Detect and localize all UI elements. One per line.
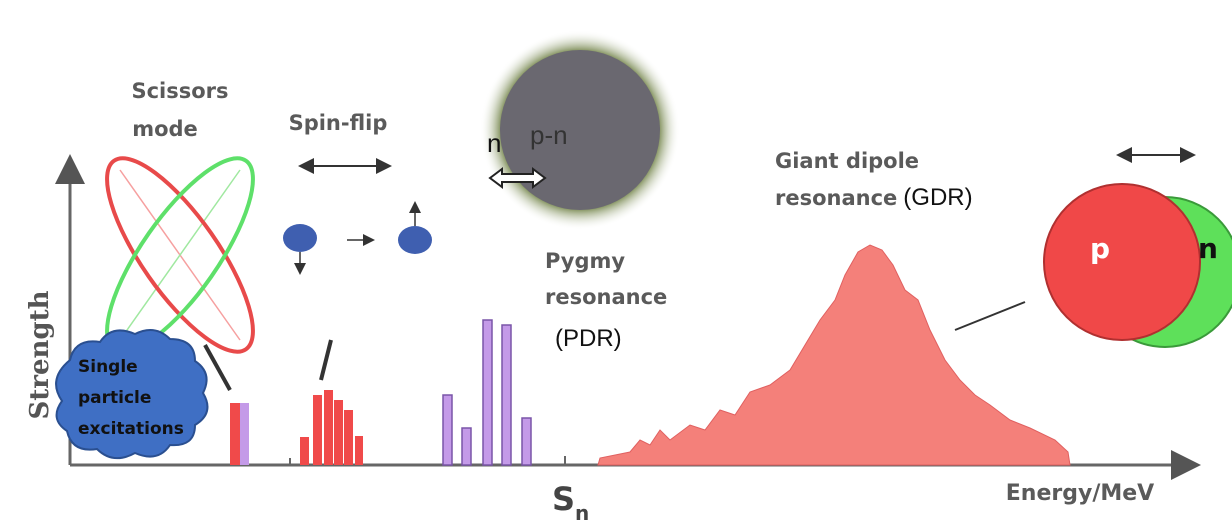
pygmy-bars: [442, 319, 532, 466]
cloud: [55, 329, 209, 460]
pointer: [319, 339, 333, 381]
symbol: S: [552, 480, 575, 518]
scissors-label: Scissors: [131, 79, 228, 103]
gdr-word: resonance: [775, 186, 897, 210]
single-particle-label: excitations: [78, 419, 184, 439]
neutron-label: n: [1198, 232, 1218, 265]
gdr-label: resonance (GDR): [775, 184, 973, 211]
proton-sphere: [1043, 183, 1201, 341]
proton-label: p: [1090, 232, 1110, 265]
nucleus: [500, 50, 660, 210]
single-particle-label: Single: [78, 357, 138, 377]
core-label: p-n: [530, 120, 568, 150]
pointer: [954, 301, 1026, 331]
subscript: n: [575, 501, 589, 525]
gdr-label: Giant dipole: [775, 149, 919, 173]
neutron-label: n: [487, 128, 501, 158]
spin-flip-bars: [300, 390, 363, 465]
pygmy-label: (PDR): [555, 325, 622, 352]
pointer: [203, 344, 232, 391]
oscillation-arrow: [488, 167, 547, 189]
scissors-label: mode: [132, 117, 198, 141]
single-particle-label: particle: [78, 388, 151, 408]
x-label: Energy/MeV: [1006, 481, 1154, 506]
pygmy-label: Pygmy: [545, 249, 625, 273]
single-particle-bars: [230, 403, 249, 465]
threshold: Sn: [552, 480, 589, 525]
gdr-peak: [597, 244, 1071, 466]
spin-flip-icons: [283, 158, 432, 275]
gdr-abbr: (GDR): [903, 184, 972, 211]
pygmy-label: resonance: [545, 285, 667, 309]
spin-flip-label: Spin-flip: [289, 111, 388, 135]
y-label: Strength: [25, 290, 55, 419]
